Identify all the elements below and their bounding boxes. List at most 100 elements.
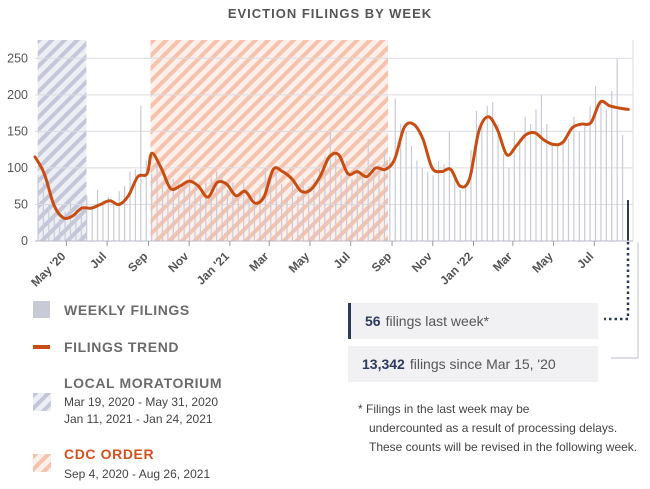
bar — [519, 138, 521, 241]
bar — [280, 183, 283, 241]
bar — [356, 171, 358, 241]
x-tick-label: Jul — [87, 249, 109, 271]
bar — [151, 173, 153, 241]
bar — [600, 102, 602, 241]
bar — [205, 182, 207, 241]
bar — [324, 156, 326, 241]
y-tick-label: 150 — [7, 124, 28, 138]
bar — [410, 145, 413, 241]
bar — [465, 186, 467, 241]
bar — [80, 204, 82, 241]
bar — [113, 204, 115, 241]
bar — [389, 156, 391, 241]
bar — [573, 116, 575, 241]
bar — [508, 167, 510, 241]
bar — [616, 58, 618, 241]
bar — [567, 138, 570, 241]
x-tick-label: Sep — [369, 249, 394, 274]
bar — [459, 189, 461, 241]
bar — [427, 171, 429, 241]
legend-trend: FILINGS TREND — [33, 339, 179, 355]
bar — [243, 182, 245, 241]
bar — [627, 200, 629, 241]
bar — [59, 219, 61, 241]
bar — [443, 164, 445, 241]
bar — [199, 197, 201, 241]
legend-cdc: CDC ORDER — [33, 445, 154, 462]
bar — [345, 160, 348, 241]
last-week-stat: 56 filings last week* — [348, 303, 598, 339]
bar — [102, 200, 104, 241]
x-tick-label: Jan '22 — [437, 249, 476, 288]
bar — [470, 149, 472, 241]
latest-connector — [604, 242, 630, 321]
bar — [502, 153, 505, 241]
bar — [232, 182, 234, 241]
footnote: * Filings in the last week may be underc… — [358, 400, 648, 457]
x-tick-label: Sep — [125, 249, 150, 274]
local-date-1: Mar 19, 2020 - May 31, 2020 — [64, 395, 219, 409]
local-swatch — [33, 393, 51, 411]
footnote-rest: undercounted as a result of processing d… — [369, 421, 638, 454]
bar — [492, 102, 494, 241]
legend-trend-label: FILINGS TREND — [64, 339, 180, 355]
bar — [210, 175, 212, 241]
legend-weekly-label: WEEKLY FILINGS — [64, 301, 190, 318]
bar — [578, 131, 580, 241]
bar — [302, 178, 304, 241]
bar — [172, 178, 174, 241]
bar — [107, 197, 109, 241]
gridlines — [35, 40, 634, 241]
bar — [129, 171, 131, 241]
bar — [37, 175, 39, 241]
bar — [253, 195, 256, 241]
x-tick-label: Mar — [490, 249, 515, 274]
trend-line — [33, 99, 630, 220]
bar — [226, 189, 229, 241]
bar — [351, 178, 353, 241]
bar — [551, 142, 553, 241]
bar — [297, 195, 299, 241]
since-stat: 13,342 filings since Mar 15, '20 — [348, 346, 598, 382]
bar — [124, 186, 126, 241]
y-tick-label: 50 — [14, 197, 28, 211]
x-tick-label: Mar — [246, 249, 271, 274]
bar — [167, 189, 169, 241]
bar — [589, 105, 591, 241]
bar — [183, 182, 185, 241]
bar — [535, 109, 537, 241]
bar — [286, 197, 288, 241]
chart-title: EVICTION FILINGS BY WEEK — [227, 6, 433, 21]
bar — [394, 98, 396, 242]
bar — [605, 109, 607, 241]
bar — [221, 173, 223, 241]
bar — [194, 186, 196, 241]
bar — [69, 198, 72, 241]
bar — [53, 215, 55, 241]
bar — [540, 94, 542, 242]
bar — [497, 124, 499, 241]
bar — [248, 198, 250, 241]
bar — [416, 160, 418, 241]
last-week-text: filings last week* — [385, 313, 490, 329]
weekly-swatch — [33, 301, 50, 318]
bar — [432, 175, 434, 241]
bar — [42, 182, 45, 241]
legend-local-label: LOCAL MORATORIUM — [64, 374, 223, 391]
legend-weekly: WEEKLY FILINGS — [33, 301, 190, 318]
bar — [529, 124, 532, 241]
bar — [621, 135, 624, 241]
bar — [475, 110, 478, 241]
cdc-swatch — [33, 454, 51, 472]
bar — [513, 131, 515, 241]
x-tick-label: May '20 — [28, 249, 68, 289]
bar — [594, 86, 597, 241]
bar — [264, 167, 266, 241]
x-tick-label: May — [286, 249, 313, 276]
bar — [362, 175, 364, 241]
cdc-date-1: Sep 4, 2020 - Aug 26, 2021 — [64, 467, 211, 481]
bar — [378, 164, 380, 241]
x-tick-label: May — [529, 249, 556, 276]
bar — [75, 208, 77, 241]
bar — [400, 124, 402, 241]
